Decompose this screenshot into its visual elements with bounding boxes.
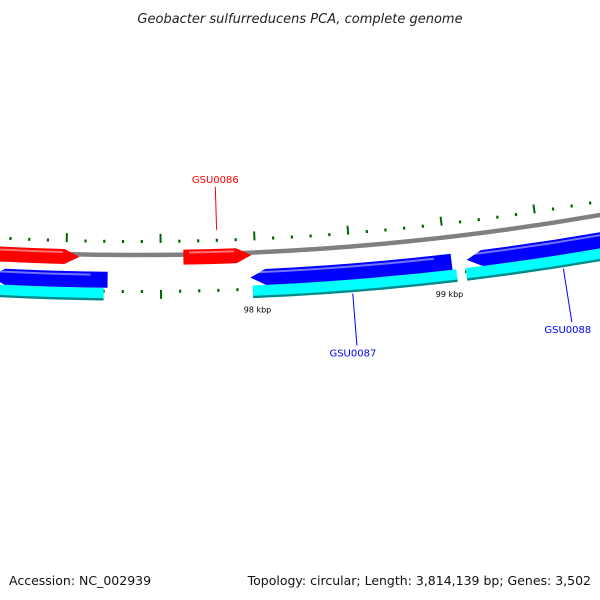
- gene-label-leader: [562, 268, 573, 323]
- gene-arrow-highlight: [0, 270, 91, 276]
- reverse-gene[interactable]: [466, 223, 600, 266]
- gene-arrow-highlight: [255, 257, 435, 274]
- scale-label: 99 kbp: [436, 290, 464, 299]
- map-title: Geobacter sulfurreducens PCA, complete g…: [137, 12, 462, 27]
- accession-text: Accession: NC_002939: [9, 573, 152, 588]
- backbone-layer: [0, 212, 600, 258]
- gene-arrow[interactable]: [250, 253, 453, 285]
- outer-minor-tick: [570, 204, 573, 208]
- forward-gene[interactable]: [0, 246, 80, 264]
- gene-label-leader: [352, 293, 358, 346]
- outer-major-tick: [439, 216, 443, 226]
- reverse-gene[interactable]: [0, 268, 108, 288]
- genome-backbone: [0, 212, 600, 258]
- outer-major-tick: [532, 204, 536, 214]
- cds-track: [0, 248, 600, 301]
- forward-gene-track: [0, 246, 252, 265]
- outer-minor-tick: [551, 207, 555, 211]
- reverse-gene-track: [0, 223, 600, 288]
- cds-block-shadow: [253, 279, 458, 299]
- gene-label[interactable]: GSU0088: [544, 325, 591, 336]
- gene-arrow[interactable]: [0, 268, 108, 288]
- gene-arrow-highlight: [188, 250, 235, 254]
- outer-minor-tick: [514, 212, 518, 217]
- cds-block: [252, 269, 458, 298]
- gene-label-leader: [214, 186, 218, 230]
- cds-block: [465, 248, 600, 280]
- gene-arrow-highlight: [471, 234, 600, 256]
- gene-label-layer: GSU0086GSU0087GSU0088GSU0089GSU0090GSU00…: [192, 175, 591, 359]
- cds-block-shadow: [466, 258, 600, 281]
- gene-arrow[interactable]: [466, 223, 600, 266]
- cds-block-shadow: [0, 294, 104, 301]
- gene-arrow[interactable]: [0, 246, 80, 264]
- gene-arrow-highlight: [0, 248, 63, 253]
- outer-minor-tick: [588, 201, 592, 205]
- gene-arrow[interactable]: [183, 248, 252, 265]
- forward-gene[interactable]: [183, 248, 252, 265]
- genome-summary-text: Topology: circular; Length: 3,814,139 bp…: [247, 573, 591, 588]
- cds-block: [0, 284, 104, 300]
- scale-label: 98 kbp: [244, 305, 272, 314]
- gene-label[interactable]: GSU0087: [329, 348, 376, 359]
- gene-label[interactable]: GSU0086: [192, 175, 239, 186]
- reverse-gene[interactable]: [250, 253, 453, 285]
- outer-major-tick: [346, 225, 350, 235]
